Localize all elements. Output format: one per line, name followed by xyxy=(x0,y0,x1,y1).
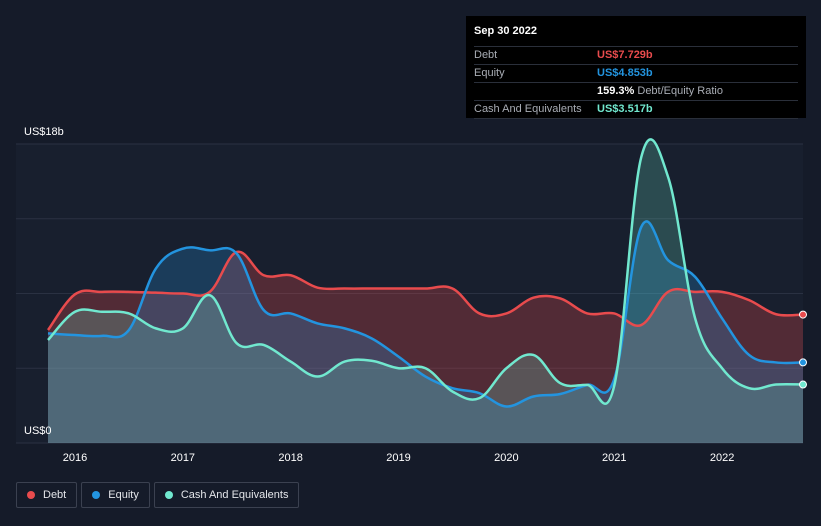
legend-item-cash[interactable]: Cash And Equivalents xyxy=(153,482,300,508)
cash-area xyxy=(48,139,803,443)
tooltip-equity-label: Equity xyxy=(474,67,505,79)
equity-endpoint xyxy=(799,358,807,367)
tooltip-debt-value: US$7.729b xyxy=(597,49,653,61)
cash-dot-icon xyxy=(164,491,173,499)
chart-legend: Debt Equity Cash And Equivalents xyxy=(16,482,303,508)
legend-cash-label: Cash And Equivalents xyxy=(180,489,289,501)
equity-dot-icon xyxy=(92,491,101,499)
tooltip-ratio-suffix: Debt/Equity Ratio xyxy=(637,85,723,97)
cash-endpoint xyxy=(799,380,807,389)
x-axis-ticks: 2016 2017 2018 2019 2020 2021 2022 xyxy=(63,452,735,464)
y-axis-min-label: US$0 xyxy=(24,425,52,437)
x-tick-label: 2017 xyxy=(171,452,195,464)
tooltip-cash-label: Cash And Equivalents xyxy=(474,103,582,115)
tooltip-date: Sep 30 2022 xyxy=(474,25,537,37)
series-endpoints xyxy=(799,310,807,389)
tooltip-ratio-number: 159.3% xyxy=(597,85,635,97)
legend-item-equity[interactable]: Equity xyxy=(81,482,150,508)
x-tick-label: 2020 xyxy=(494,452,518,464)
tooltip-ratio-value: 159.3% Debt/Equity Ratio xyxy=(597,83,723,100)
tooltip-equity-value: US$4.853b xyxy=(597,67,653,79)
tooltip-row-equity: Equity US$4.853b xyxy=(474,64,798,82)
debt-endpoint xyxy=(799,310,807,319)
debt-line xyxy=(46,250,804,331)
tooltip-row-ratio: 159.3% Debt/Equity Ratio xyxy=(474,82,798,100)
tooltip-cash-value: US$3.517b xyxy=(597,103,653,115)
data-tooltip: Sep 30 2022 Debt US$7.729b Equity US$4.8… xyxy=(466,16,806,119)
x-tick-label: 2021 xyxy=(602,452,626,464)
y-axis-max-label: US$18b xyxy=(24,126,64,138)
legend-item-debt[interactable]: Debt xyxy=(16,482,78,508)
legend-equity-label: Equity xyxy=(108,489,139,501)
tooltip-row-cash: Cash And Equivalents US$3.517b xyxy=(474,100,798,119)
series-lines xyxy=(46,138,804,408)
legend-debt-label: Debt xyxy=(43,489,67,501)
tooltip-debt-label: Debt xyxy=(474,49,498,61)
debt-area xyxy=(48,251,803,443)
equity-line xyxy=(47,220,804,408)
cash-line xyxy=(47,138,804,405)
tooltip-ratio-label xyxy=(474,83,597,100)
x-tick-label: 2022 xyxy=(710,452,734,464)
debt-dot-icon xyxy=(27,491,35,499)
x-tick-label: 2018 xyxy=(278,452,302,464)
x-tick-label: 2019 xyxy=(386,452,410,464)
x-tick-label: 2016 xyxy=(63,452,87,464)
tooltip-row-debt: Debt US$7.729b xyxy=(474,46,798,64)
